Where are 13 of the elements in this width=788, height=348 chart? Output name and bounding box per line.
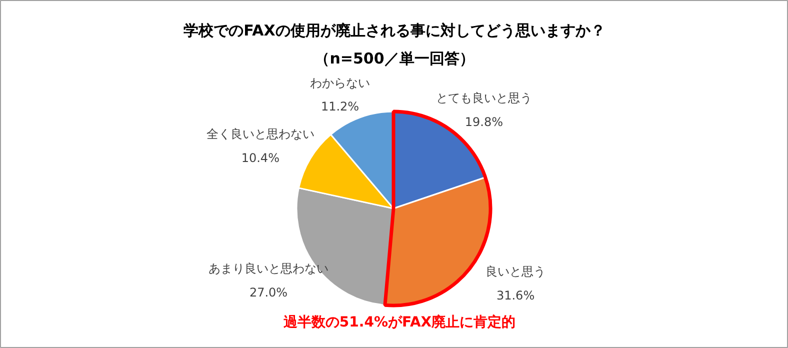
slice-label: とても良いと思う <box>436 91 532 106</box>
slice-label: 全く良いと思わない <box>206 127 314 142</box>
data-label: 19.8% <box>464 114 503 129</box>
slice-label: わからない <box>310 76 370 90</box>
chart-subtitle: （n=500／単一回答） <box>314 50 474 68</box>
text: 過半数の51.4%がFAX廃止に肯定的 <box>282 314 516 330</box>
data-label: 27.0% <box>249 285 288 300</box>
slice-label: あまり良いと思わない <box>208 261 329 276</box>
data-label: 10.4% <box>241 151 280 166</box>
data-label: 11.2% <box>320 100 360 114</box>
data-label: 31.6% <box>496 288 535 302</box>
chart-title: 学校でのFAXの使用が廃止される事に対してどう思いますか？ <box>184 22 606 40</box>
slice-label: 良いと思う <box>486 264 546 279</box>
